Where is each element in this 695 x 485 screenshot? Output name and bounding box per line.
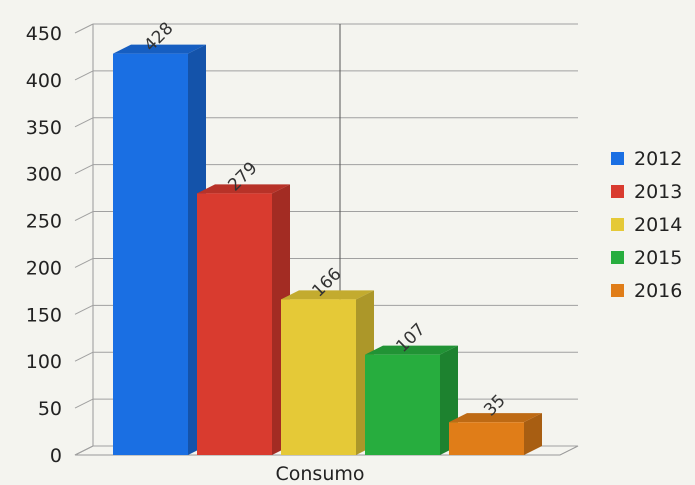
gridline-depth	[74, 117, 94, 128]
bar-top	[281, 290, 374, 300]
legend-swatch	[611, 218, 624, 231]
gridline-depth	[74, 164, 94, 175]
bar-top	[113, 44, 206, 54]
gridline-depth	[74, 23, 94, 34]
y-axis: 0 50 100 150 200 250 300 350 400 450	[26, 23, 62, 467]
bar-front	[365, 354, 440, 455]
gridline-depth	[74, 398, 94, 409]
bar-top	[197, 184, 290, 194]
bar-2012	[113, 44, 206, 456]
y-tick-label: 450	[26, 23, 62, 45]
legend-item-2014: 2014	[611, 214, 682, 236]
bar-top	[449, 413, 542, 423]
bar-top	[365, 345, 458, 355]
legend-label: 2012	[634, 148, 682, 170]
legend-swatch	[611, 152, 624, 165]
y-tick-label: 400	[26, 70, 62, 92]
legend-label: 2014	[634, 214, 682, 236]
y-tick-label: 50	[38, 398, 62, 420]
legend-item-2016: 2016	[611, 280, 682, 302]
bar-front	[281, 299, 356, 455]
gridline-depth	[74, 70, 94, 81]
legend-item-2015: 2015	[611, 247, 682, 269]
legend-item-2013: 2013	[611, 181, 682, 203]
bars	[113, 44, 542, 456]
legend-swatch	[611, 251, 624, 264]
bar-2015	[365, 345, 458, 455]
gridline-depth	[74, 257, 94, 268]
legend-label: 2016	[634, 280, 682, 302]
x-tick-label: Consumo	[275, 463, 364, 485]
legend-item-2012: 2012	[611, 148, 682, 170]
bar-front	[113, 53, 188, 456]
gridline-depth	[74, 304, 94, 315]
bar-2016	[449, 413, 542, 455]
gridline-depth	[74, 351, 94, 362]
gridline-depth	[74, 211, 94, 222]
legend-label: 2015	[634, 247, 682, 269]
bar-front	[449, 422, 524, 455]
y-tick-label: 250	[26, 211, 62, 233]
gridline-depth	[74, 445, 94, 456]
legend-label: 2013	[634, 181, 682, 203]
legend: 2012 2013 2014 2015 2016	[611, 148, 682, 302]
bar-side	[524, 413, 542, 455]
y-tick-label: 100	[26, 351, 62, 373]
y-tick-label: 350	[26, 117, 62, 139]
legend-swatch	[611, 284, 624, 297]
legend-swatch	[611, 185, 624, 198]
y-tick-label: 200	[26, 257, 62, 279]
x-axis: Consumo	[275, 463, 364, 485]
bar-2013	[197, 184, 290, 456]
y-tick-label: 300	[26, 164, 62, 186]
y-tick-label: 0	[50, 445, 62, 467]
bar-2014	[281, 290, 374, 455]
y-tick-label: 150	[26, 304, 62, 326]
bar-front	[197, 193, 272, 456]
